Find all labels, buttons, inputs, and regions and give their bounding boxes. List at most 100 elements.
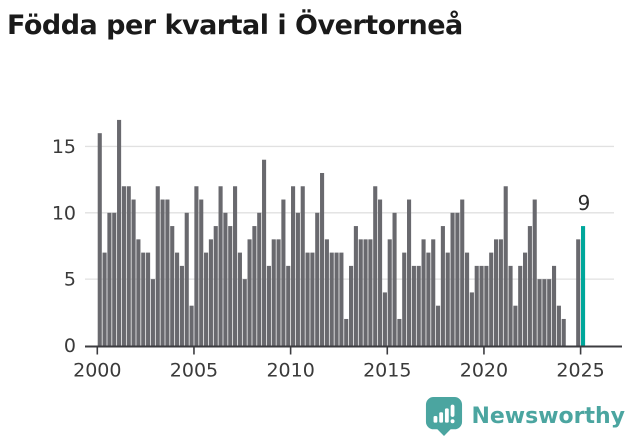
bar-quarter-38: [281, 199, 286, 346]
bar-quarter-26: [223, 212, 228, 346]
bar-quarter-23: [208, 239, 213, 346]
bar-quarter-68: [426, 252, 431, 346]
bar-quarter-54: [358, 239, 363, 346]
bar-quarter-10: [146, 252, 151, 346]
bar-quarter-17: [179, 265, 184, 346]
bar-quarter-14: [165, 199, 170, 346]
bar-quarter-8: [136, 239, 141, 346]
bar-quarter-62: [397, 318, 402, 346]
bar-quarter-19: [189, 305, 194, 346]
bar-quarter-47: [324, 239, 329, 346]
y-tick-label-0: 0: [64, 335, 76, 357]
bar-quarter-85: [508, 265, 513, 346]
bar-quarter-99: [576, 239, 581, 346]
bar-quarter-42: [300, 186, 305, 346]
bar-quarter-36: [271, 239, 276, 346]
bar-quarter-30: [242, 279, 247, 346]
bar-quarter-31: [247, 239, 252, 346]
bar-quarter-77: [469, 292, 474, 346]
bar-quarter-29: [237, 252, 242, 346]
bar-quarter-90: [532, 199, 537, 346]
bar-quarter-71: [440, 226, 445, 346]
bar-quarter-9: [141, 252, 146, 346]
bar-quarter-44: [310, 252, 315, 346]
bar-quarter-88: [523, 252, 528, 346]
bar-quarter-65: [411, 265, 416, 346]
bar-quarter-92: [542, 279, 547, 346]
bar-quarter-18: [184, 212, 189, 346]
bar-quarter-41: [295, 212, 300, 346]
bar-quarter-25: [218, 186, 223, 346]
bar-quarter-63: [402, 252, 407, 346]
bar-quarter-39: [286, 265, 291, 346]
x-tick-label-2005: 2005: [170, 360, 218, 382]
bar-quarter-87: [518, 265, 523, 346]
y-tick-label-15: 15: [52, 136, 76, 158]
bar-quarter-75: [460, 199, 465, 346]
bar-quarter-52: [349, 265, 354, 346]
bar-quarter-70: [436, 305, 441, 346]
bar-quarter-40: [291, 186, 296, 346]
quarterly-births-bar-chart: 0 5 10 15 2000 2005 2010 2015 2020 2025 9: [52, 119, 622, 382]
bar-quarter-0: [97, 133, 102, 346]
bar-quarter-60: [387, 239, 392, 346]
bar-quarter-37: [276, 239, 281, 346]
bar-quarter-66: [416, 265, 421, 346]
bar-quarter-80: [484, 265, 489, 346]
bar-quarter-74: [455, 212, 460, 346]
bar-quarter-82: [494, 239, 499, 346]
bar-quarter-72: [445, 252, 450, 346]
bar-quarter-6: [126, 186, 131, 346]
bar-quarter-46: [320, 172, 325, 346]
bar-quarter-7: [131, 199, 136, 346]
latest-value-label: 9: [578, 191, 591, 215]
bar-quarter-27: [228, 226, 233, 346]
bar-quarter-28: [233, 186, 238, 346]
bar-quarter-1: [102, 252, 107, 346]
bar-quarter-78: [474, 265, 479, 346]
bar-quarter-50: [339, 252, 344, 346]
bar-quarter-35: [266, 265, 271, 346]
bar-quarter-96: [561, 318, 566, 346]
x-tick-label-2000: 2000: [73, 360, 121, 382]
bar-quarter-86: [513, 305, 518, 346]
bar-quarter-45: [315, 212, 320, 346]
bar-quarter-67: [421, 239, 426, 346]
bar-quarter-95: [556, 305, 561, 346]
bar-quarter-21: [199, 199, 204, 346]
bar-quarter-59: [382, 292, 387, 346]
x-tick-label-2025: 2025: [556, 360, 604, 382]
bar-quarter-51: [344, 318, 349, 346]
bar-latest-quarter: [581, 226, 586, 346]
bar-quarter-24: [213, 226, 218, 346]
bar-quarter-48: [329, 252, 334, 346]
bar-quarter-5: [121, 186, 126, 346]
bar-quarter-2: [107, 212, 112, 346]
bar-quarter-16: [175, 252, 180, 346]
bar-quarter-83: [498, 239, 503, 346]
newsworthy-logo[interactable]: Newsworthy: [425, 396, 625, 436]
bar-quarter-55: [363, 239, 368, 346]
bar-quarter-76: [465, 252, 470, 346]
bar-quarter-94: [552, 265, 557, 346]
bar-quarter-89: [527, 226, 532, 346]
bar-quarter-43: [305, 252, 310, 346]
bar-quarter-32: [252, 226, 257, 346]
bar-quarter-20: [194, 186, 199, 346]
brand-name: Newsworthy: [471, 403, 625, 429]
bar-quarter-53: [353, 226, 358, 346]
bar-quarter-3: [112, 212, 117, 346]
bar-quarter-81: [489, 252, 494, 346]
bar-quarter-56: [368, 239, 373, 346]
y-tick-label-10: 10: [52, 202, 76, 224]
x-tick-label-2015: 2015: [363, 360, 411, 382]
bar-quarter-93: [547, 279, 552, 346]
chart-title: Födda per kvartal i Övertorneå: [7, 10, 463, 41]
bar-quarter-61: [392, 212, 397, 346]
bar-quarter-49: [334, 252, 339, 346]
bar-quarter-15: [170, 226, 175, 346]
bar-quarter-33: [257, 212, 262, 346]
bar-quarter-22: [204, 252, 209, 346]
bar-quarter-91: [537, 279, 542, 346]
